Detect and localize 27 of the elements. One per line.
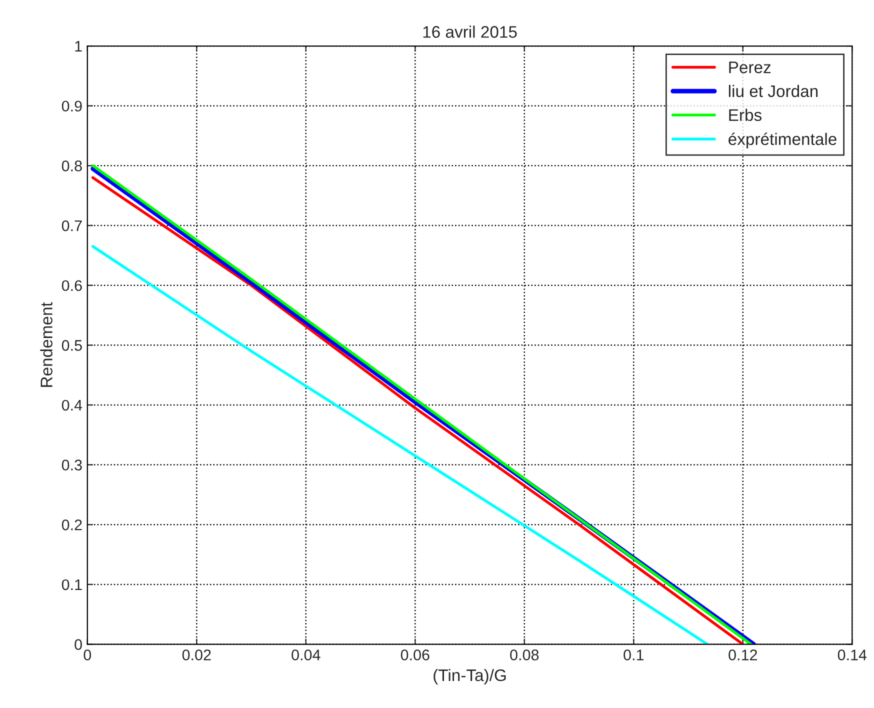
x-axis-title: (Tin-Ta)/G	[434, 668, 506, 684]
y-tick-label: 0.4	[62, 400, 82, 411]
legend-label: éxprétimentale	[728, 132, 836, 148]
x-tick-label: 0.02	[182, 650, 211, 660]
x-tick-label: 0.06	[400, 650, 430, 660]
x-tick-label: 0	[84, 650, 92, 660]
y-tick-label: 0.3	[62, 460, 82, 470]
line-series	[91, 245, 709, 644]
x-tick-label: 0.12	[728, 650, 757, 660]
x-tick-label: 0.14	[838, 650, 867, 660]
legend-label: Erbs	[729, 108, 762, 121]
y-axis-title: Rendement	[40, 302, 52, 387]
y-tick-label: 0	[74, 639, 82, 650]
y-tick-label: 0.8	[62, 160, 82, 172]
y-tick-label: 0.1	[62, 579, 82, 590]
x-tick-label: 0.04	[292, 650, 320, 660]
legend-label: liu et Jordan	[728, 84, 818, 98]
y-tick-label: 1	[75, 41, 82, 52]
y-tick-label: 0.5	[62, 340, 82, 351]
x-tick-label: 0.1	[624, 650, 644, 660]
x-tick-label: 0.08	[510, 650, 539, 660]
y-tick-label: 0.7	[62, 220, 82, 232]
y-tick-label: 0.6	[62, 280, 82, 292]
chart-title: 16 avril 2015	[423, 26, 517, 38]
y-tick-label: 0.2	[62, 519, 82, 530]
legend-label: Perez	[729, 62, 771, 74]
y-tick-label: 0.9	[62, 100, 82, 112]
